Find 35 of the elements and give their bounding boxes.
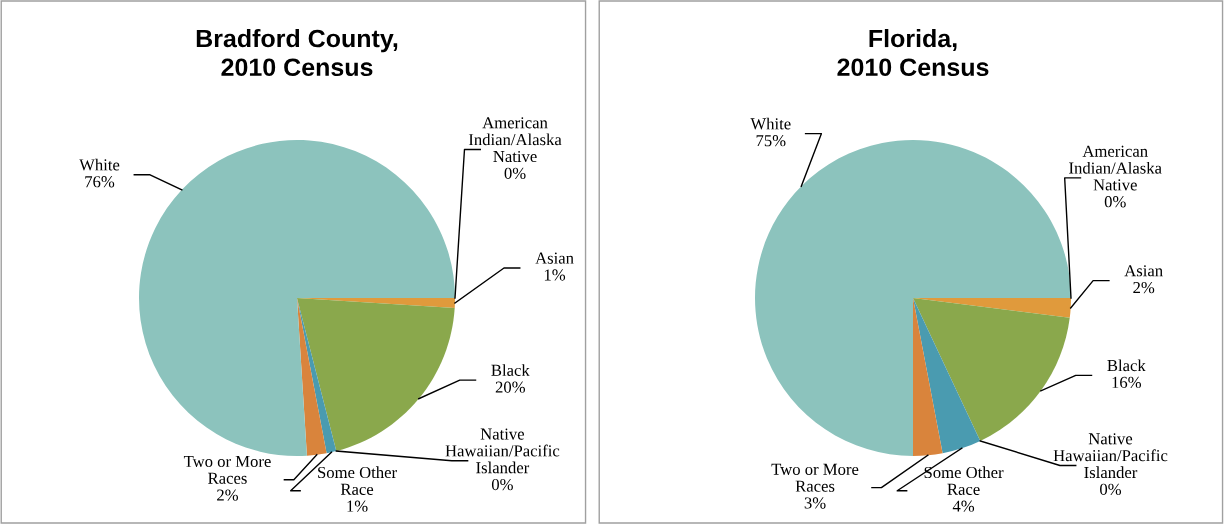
pie-slice: [297, 298, 327, 456]
slice-label: White: [79, 158, 120, 171]
data-label: 2%: [1133, 281, 1155, 294]
slice-label: Black: [1107, 359, 1146, 372]
pie-slice: [297, 298, 337, 454]
slice-label: Asian: [535, 252, 574, 264]
data-label: 20%: [495, 381, 526, 393]
text: 0%: [1104, 196, 1126, 208]
slice-label: Some Other Race: [924, 466, 1004, 495]
data-label: 1%: [544, 269, 566, 281]
data-label: 2%: [217, 489, 239, 501]
data-label: 4%: [952, 500, 975, 512]
slice-label: Two or More Races: [183, 455, 271, 484]
slice-label: White: [750, 117, 791, 130]
slice-label: Black: [491, 364, 530, 376]
data-label: 1%: [347, 500, 368, 512]
slice-label: Two or More Races: [771, 463, 859, 492]
chart-title: Bradford County, 2010 Census: [196, 28, 398, 77]
category-label: American Indian/Alaska Native: [468, 117, 562, 163]
text: 0%: [491, 478, 513, 491]
text: 0%: [504, 167, 526, 179]
category-label: Native Hawaiian/Pacific Islander: [445, 428, 560, 474]
category-label: American Indian/Alaska Native: [1069, 145, 1162, 191]
pie-slice: [913, 298, 943, 456]
pie-slice: [913, 298, 981, 454]
data-label: 16%: [1112, 376, 1142, 389]
data-label: 75%: [756, 135, 786, 147]
category-label: Native Hawaiian/Pacific Islander: [1053, 433, 1168, 479]
slice-label: Asian: [1124, 265, 1163, 277]
chart-title: Florida, 2010 Census: [837, 28, 989, 77]
data-label: 76%: [85, 176, 115, 188]
text: 0%: [1100, 483, 1122, 495]
data-label: 3%: [804, 497, 826, 509]
pie-slice: [913, 298, 1070, 441]
slice-label: Some Other Race: [318, 466, 397, 495]
